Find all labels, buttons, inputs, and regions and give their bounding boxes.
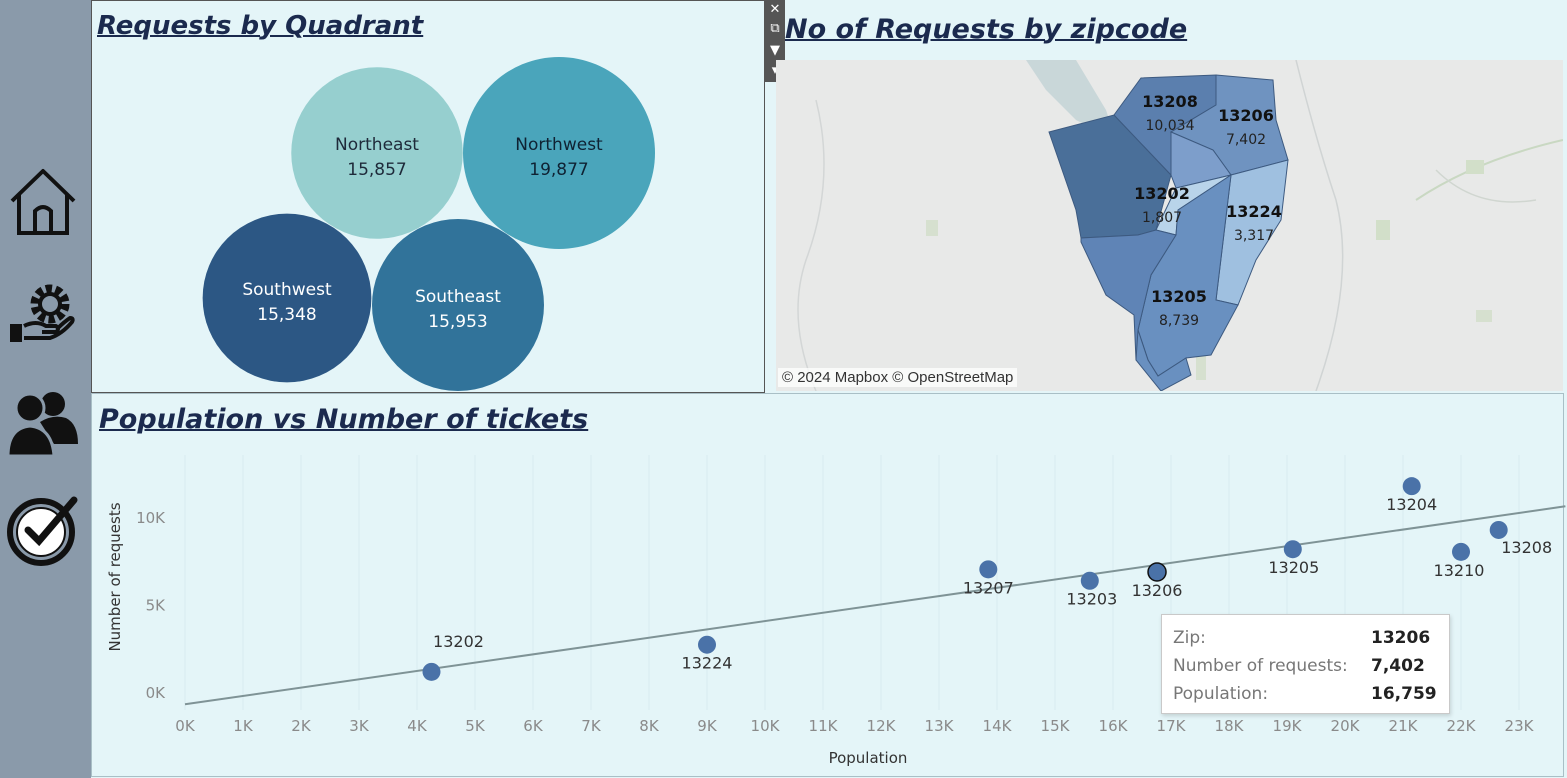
map-label-value: 7,402	[1226, 132, 1266, 148]
bubble-category-label: Northwest	[515, 135, 603, 155]
x-tick-label: 6K	[523, 717, 544, 735]
users-icon[interactable]	[6, 384, 80, 458]
sidebar-nav	[0, 0, 91, 778]
x-tick-label: 20K	[1331, 717, 1361, 735]
scatter-point-13203[interactable]	[1080, 571, 1099, 590]
point-label: 13207	[963, 578, 1014, 597]
bubble-category-label: Southeast	[415, 287, 501, 307]
popout-icon[interactable]: ⧉	[770, 21, 780, 36]
x-tick-label: 21K	[1389, 717, 1419, 735]
map-label-value: 1,807	[1142, 210, 1182, 226]
scatter-point-13210[interactable]	[1452, 542, 1470, 561]
scatter-point-13202[interactable]	[422, 662, 441, 681]
trend-line	[184, 505, 1566, 706]
x-tick-label: 13K	[925, 717, 955, 735]
tooltip-zip-label: Zip:	[1173, 628, 1206, 648]
x-tick-label: 5K	[465, 717, 486, 735]
quadrant-title: Requests by Quadrant	[97, 11, 424, 41]
x-tick-label: 8K	[639, 717, 660, 735]
bubble-value-label: 15,953	[428, 312, 487, 332]
tooltip: Zip: 13206 Number of requests: 7,402 Pop…	[1161, 614, 1450, 714]
bubble-value-label: 19,877	[529, 160, 588, 180]
tooltip-requests-value: 7,402	[1371, 656, 1425, 676]
map-label-zip: 13224	[1226, 202, 1282, 221]
x-tick-label: 12K	[867, 717, 897, 735]
x-tick-label: 2K	[291, 717, 312, 735]
map-label-value: 10,034	[1146, 118, 1195, 134]
map-title: No of Requests by zipcode	[785, 14, 1188, 45]
check-clock-icon[interactable]	[6, 494, 80, 568]
scatter-title: Population vs Number of tickets	[99, 404, 589, 435]
x-tick-label: 22K	[1447, 717, 1477, 735]
home-icon[interactable]	[6, 165, 80, 239]
bubble-circle[interactable]	[202, 213, 372, 383]
x-tick-label: 10K	[751, 717, 781, 735]
x-tick-label: 7K	[581, 717, 602, 735]
bubble-southwest[interactable]: Southwest 15,348	[202, 213, 372, 383]
x-tick-label: 14K	[983, 717, 1013, 735]
x-tick-label: 15K	[1041, 717, 1071, 735]
point-label: 13210	[1434, 561, 1485, 580]
close-icon[interactable]: ✕	[769, 2, 781, 17]
bubble-category-label: Southwest	[242, 280, 332, 300]
map-label-zip: 13205	[1151, 287, 1207, 306]
bubble-northeast[interactable]: Northeast 15,857	[291, 67, 463, 239]
bubble-circle[interactable]	[463, 57, 655, 249]
map-attribution[interactable]: © 2024 Mapbox © OpenStreetMap	[778, 368, 1018, 387]
scatter-point-13206[interactable]	[1147, 562, 1167, 582]
bubble-northwest[interactable]: Northwest 19,877	[463, 57, 655, 249]
bubble-circle[interactable]	[371, 218, 545, 392]
quadrant-panel: Requests by Quadrant Northeast 15,857 Nort…	[91, 0, 765, 393]
bubble-category-label: Northeast	[335, 135, 419, 155]
tooltip-population-value: 16,759	[1371, 684, 1437, 704]
tooltip-requests-label: Number of requests:	[1173, 656, 1348, 676]
point-label: 13205	[1268, 558, 1319, 577]
bubble-circle[interactable]	[291, 67, 463, 239]
bubble-chart: Northeast 15,857 Northwest 19,877 Southwest 1…	[202, 57, 655, 392]
point-label: 13204	[1386, 495, 1437, 514]
filter-icon[interactable]: ▼	[770, 43, 780, 58]
x-axis-title: Population	[829, 749, 908, 767]
bubble-southeast[interactable]: Southeast 15,953	[371, 218, 545, 392]
y-axis-title: Number of requests	[106, 502, 124, 651]
point-label: 13208	[1501, 538, 1552, 557]
map-label-value: 8,739	[1159, 313, 1199, 329]
x-tick-label: 1K	[233, 717, 254, 735]
x-tick-label: 23K	[1505, 717, 1535, 735]
x-tick-label: 11K	[809, 717, 839, 735]
x-tick-label: 18K	[1215, 717, 1245, 735]
point-label: 13224	[682, 654, 733, 673]
point-label: 13206	[1132, 581, 1183, 600]
scatter-point-13204[interactable]	[1402, 477, 1421, 496]
y-tick-label: 5K	[146, 596, 167, 614]
zipcode-map[interactable]: 13208 10,034 13206 7,402 13202 1,807 132…	[776, 60, 1563, 391]
x-tick-label: 17K	[1157, 717, 1187, 735]
map-label-value: 3,317	[1234, 228, 1274, 244]
scatter-point-13224[interactable]	[698, 635, 716, 654]
scatter-point-13207[interactable]	[979, 560, 998, 579]
x-tick-label: 16K	[1099, 717, 1129, 735]
map-label-zip: 13206	[1218, 106, 1274, 125]
settings-hand-icon[interactable]	[6, 274, 80, 348]
tooltip-population-label: Population:	[1173, 684, 1269, 704]
scatter-point-13208[interactable]	[1489, 520, 1508, 539]
x-tick-label: 3K	[349, 717, 370, 735]
x-tick-label: 19K	[1273, 717, 1303, 735]
point-label: 13203	[1066, 590, 1117, 609]
more-icon[interactable]: ▾	[771, 63, 779, 78]
tooltip-zip-value: 13206	[1371, 628, 1431, 648]
x-tick-label: 0K	[175, 717, 196, 735]
y-tick-label: 10K	[136, 509, 166, 527]
scatter-point-13205[interactable]	[1283, 540, 1302, 559]
x-tick-label: 9K	[697, 717, 718, 735]
map-label-zip: 13208	[1142, 92, 1198, 111]
point-label: 13202	[433, 632, 484, 651]
x-tick-label: 4K	[407, 717, 428, 735]
y-tick-label: 0K	[146, 684, 167, 702]
bubble-value-label: 15,348	[257, 305, 316, 325]
map-label-zip: 13202	[1134, 184, 1190, 203]
bubble-value-label: 15,857	[347, 160, 406, 180]
